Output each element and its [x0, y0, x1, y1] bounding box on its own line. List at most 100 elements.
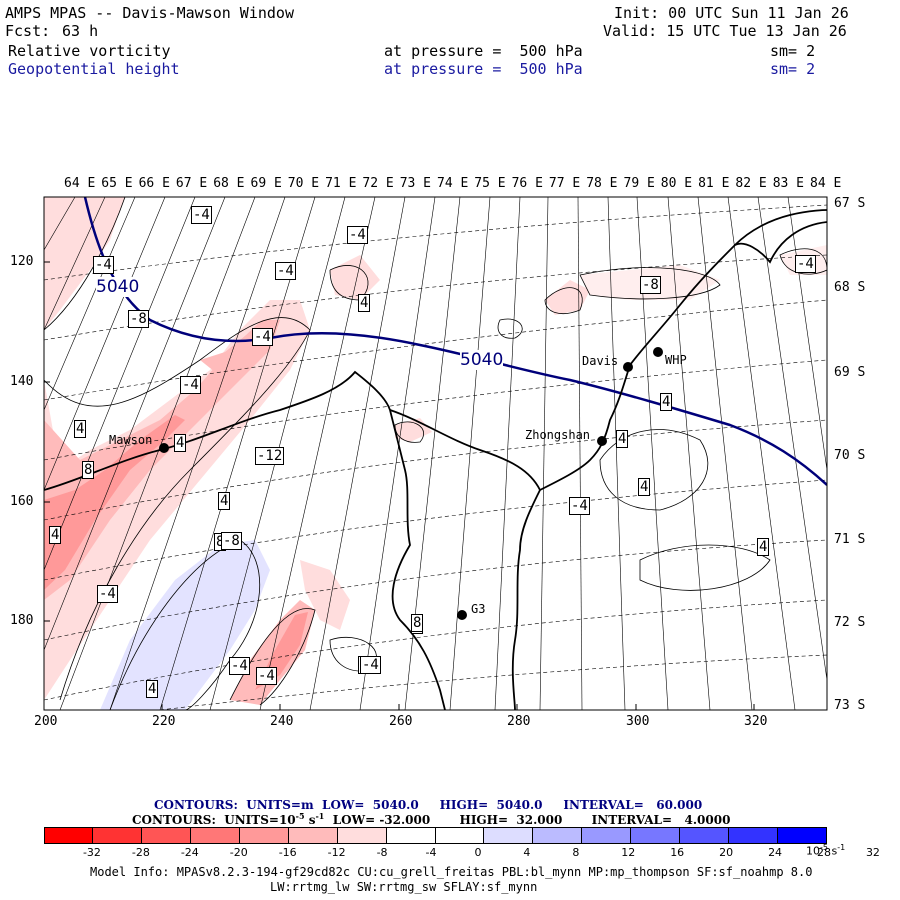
station-label-whp: WHP: [665, 353, 687, 367]
left-axis-label: 140: [10, 374, 34, 389]
vorticity-units-s-exp: -1: [315, 811, 325, 821]
vorticity-contour-label: -4: [256, 667, 277, 685]
colorbar-cell: [92, 827, 142, 844]
colorbar-tick-label: -16: [278, 846, 297, 859]
bottom-axis-label: 320: [744, 714, 768, 729]
top-longitude-label: 73 E: [399, 176, 431, 191]
colorbar-tick-label: 16: [670, 846, 685, 859]
colorbar-unit-s-exp: -1: [837, 843, 846, 852]
top-longitude-label: 66 E: [138, 176, 170, 191]
top-longitude-label: 74 E: [437, 176, 469, 191]
colorbar-tick-label: -20: [229, 846, 248, 859]
chart-title: AMPS MPAS -- Davis-Mawson Window: [5, 4, 294, 22]
colorbar-cell: [141, 827, 191, 844]
colorbar-tick-label: -12: [327, 846, 346, 859]
bottom-axis-label: 260: [389, 714, 413, 729]
station-label-zhongshan: Zhongshan: [525, 428, 591, 442]
colorbar-cell: [778, 827, 827, 844]
field1-smoothing: sm= 2: [770, 42, 816, 60]
vorticity-contour-label: 4: [616, 430, 629, 448]
colorbar-cell: [386, 827, 436, 844]
colorbar-tick-label: 12: [621, 846, 636, 859]
longitude-lines: [44, 197, 827, 710]
bottom-axis-label: 200: [34, 714, 58, 729]
vorticity-contour-label: -4: [180, 376, 201, 394]
height-units: CONTOURS: UNITS=m: [154, 798, 314, 812]
negative-vorticity-area: [44, 415, 185, 590]
colorbar-cell: [533, 827, 583, 844]
station-label-davis: Davis: [582, 354, 619, 368]
colorbar-tick-label: 8: [572, 846, 580, 859]
forecast-value: 63 h: [62, 22, 99, 40]
right-latitude-label: 69 S: [834, 365, 866, 380]
height-high: HIGH= 5040.0: [439, 798, 543, 812]
coastline: [44, 209, 827, 710]
left-axis-label: 120: [10, 254, 34, 269]
colorbar-tick-label: -28: [131, 846, 150, 859]
vorticity-low: LOW= -32.000: [332, 813, 431, 827]
colorbar-cell: [729, 827, 779, 844]
top-longitude-label: 64 E: [64, 176, 96, 191]
axis-ticks: [43, 261, 755, 710]
model-info: Model Info: MPASv8.2.3-194-gf29cd82c CU:…: [90, 865, 813, 879]
vorticity-contour-label: 8: [82, 461, 95, 479]
vorticity-contour-label: -8: [221, 532, 242, 550]
vorticity-units-s: s: [304, 813, 316, 827]
vorticity-contour-label: 4: [146, 680, 159, 698]
height-contour-label: 5040: [460, 350, 504, 370]
right-latitude-label: 73 S: [834, 698, 866, 713]
vorticity-contour-label: 4: [660, 393, 673, 411]
forecast-label: Fcst:: [5, 22, 51, 40]
top-longitude-label: 69 E: [250, 176, 282, 191]
field2-smoothing: sm= 2: [770, 60, 816, 78]
top-longitude-label: 79 E: [623, 176, 655, 191]
top-longitude-label: 68 E: [213, 176, 245, 191]
vorticity-contour-label: 4: [174, 434, 187, 452]
left-axis-label: 180: [10, 613, 34, 628]
vorticity-contour-info: CONTOURS: UNITS=10-5 s-1 LOW= -32.000 HI…: [132, 811, 730, 827]
init-time: Init: 00 UTC Sun 11 Jan 26: [614, 4, 849, 22]
vorticity-contour-label: 4: [49, 526, 62, 544]
map-frame: [43, 196, 828, 711]
top-longitude-label: 70 E: [287, 176, 320, 191]
davis-station-marker: [623, 362, 633, 372]
vorticity-contour-label: 8: [411, 614, 424, 632]
right-latitude-label: 72 S: [834, 615, 866, 630]
top-longitude-label: 75 E: [474, 176, 506, 191]
latitude-lines: [44, 204, 827, 710]
vorticity-contour-label: -4: [229, 657, 250, 675]
vorticity-contour-label: 4: [74, 420, 87, 438]
vorticity-units: CONTOURS: UNITS=10: [132, 813, 296, 827]
colorbar-tick-label: 0: [474, 846, 482, 859]
colorbar-cell: [484, 827, 534, 844]
bottom-axis-label: 280: [507, 714, 531, 729]
bottom-axis-label: 300: [626, 714, 650, 729]
station-label-mawson: Mawson: [109, 433, 153, 447]
vorticity-contour-label: -4: [347, 226, 368, 244]
mawson-station-marker: [159, 443, 169, 453]
negative-vorticity-area: [44, 197, 125, 330]
vorticity-units-exp: -5: [295, 811, 305, 821]
top-longitude-label: 67 E: [175, 176, 208, 191]
top-longitude-label: 84 E: [810, 176, 842, 191]
colorbar-tick-label: -8: [376, 846, 388, 859]
colorbar-cell: [190, 827, 240, 844]
negative-vorticity-area: [300, 560, 350, 630]
vorticity-contours: [44, 197, 827, 710]
colorbar-tick-label: -4: [425, 846, 437, 859]
vorticity-contour-label: 4: [358, 294, 371, 312]
field2-pressure: at pressure = 500 hPa: [384, 60, 583, 78]
colorbar-cell: [582, 827, 632, 844]
colorbar-tick-label: -32: [82, 846, 101, 859]
top-longitude-label: 81 E: [698, 176, 730, 191]
negative-vorticity-area: [44, 300, 310, 700]
top-longitude-label: 71 E: [325, 176, 357, 191]
top-longitude-label: 83 E: [772, 176, 804, 191]
vorticity-contour-label: -8: [128, 310, 149, 328]
station-markers: [159, 347, 663, 620]
vorticity-contour-label: -8: [640, 276, 661, 294]
colorbar-cell: [239, 827, 289, 844]
vorticity-contour-label: -4: [93, 256, 114, 274]
colorbar-tick-label: 32: [865, 846, 880, 859]
